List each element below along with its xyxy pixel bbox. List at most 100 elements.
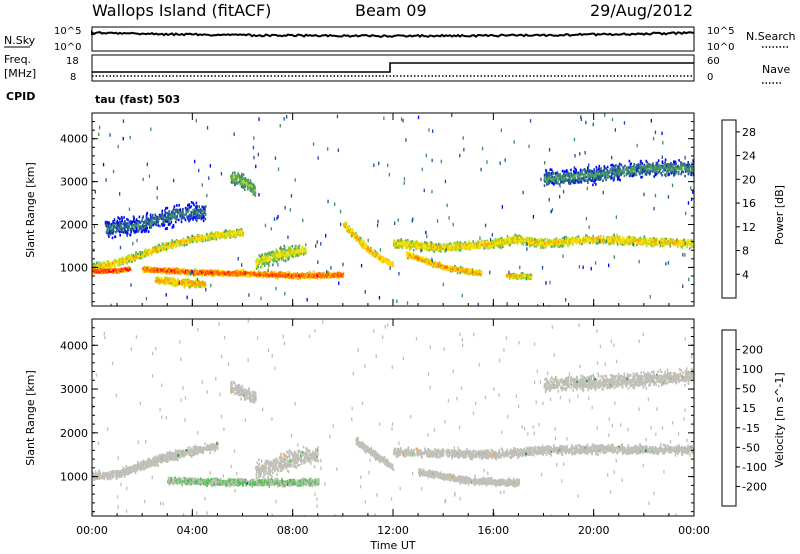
data-cell bbox=[645, 244, 648, 248]
data-cell bbox=[453, 243, 456, 246]
data-cell bbox=[176, 283, 178, 287]
data-cell bbox=[217, 232, 220, 235]
data-cell bbox=[258, 254, 261, 257]
data-cell bbox=[429, 247, 431, 250]
data-cell bbox=[509, 241, 512, 244]
data-cell bbox=[561, 237, 564, 240]
data-cell bbox=[603, 235, 605, 238]
data-cell bbox=[170, 277, 173, 280]
data-cell bbox=[114, 268, 116, 271]
data-cell bbox=[296, 251, 298, 255]
data-cell bbox=[367, 248, 370, 251]
data-cell bbox=[336, 271, 339, 275]
data-cell bbox=[567, 236, 569, 240]
data-cell bbox=[503, 242, 506, 245]
data-cell bbox=[242, 272, 245, 276]
data-cell bbox=[114, 270, 116, 274]
data-cell bbox=[108, 268, 111, 271]
data-cell bbox=[283, 244, 286, 248]
data-cell bbox=[608, 240, 610, 244]
data-cell bbox=[656, 242, 658, 246]
data-cell bbox=[195, 273, 197, 276]
data-cell bbox=[692, 239, 694, 243]
data-cell bbox=[272, 260, 275, 264]
data-cell bbox=[286, 273, 289, 277]
data-cell bbox=[273, 271, 275, 275]
data-cell bbox=[170, 281, 173, 285]
data-cell bbox=[392, 260, 394, 264]
data-cell bbox=[280, 253, 283, 257]
data-cell bbox=[221, 271, 224, 275]
data-cell bbox=[290, 248, 292, 251]
data-cell bbox=[623, 238, 625, 242]
data-cell bbox=[109, 265, 112, 269]
data-cell bbox=[301, 246, 304, 250]
data-cell bbox=[436, 246, 438, 249]
data-cell bbox=[273, 253, 275, 257]
data-cell bbox=[137, 255, 139, 258]
data-cell bbox=[271, 254, 273, 257]
data-cell bbox=[103, 263, 106, 267]
data-cell bbox=[214, 236, 216, 240]
data-cell bbox=[96, 261, 98, 264]
data-cell bbox=[489, 242, 491, 245]
data-cell bbox=[489, 240, 492, 244]
data-cell bbox=[481, 239, 483, 243]
data-cell bbox=[652, 237, 655, 240]
data-cell bbox=[323, 272, 325, 276]
data-cell bbox=[264, 252, 266, 256]
data-cell bbox=[166, 282, 169, 285]
data-cell bbox=[193, 236, 196, 240]
data-cell bbox=[299, 248, 301, 252]
data-cell bbox=[474, 244, 476, 247]
data-cell bbox=[274, 273, 276, 276]
data-cell bbox=[631, 236, 633, 240]
data-cell bbox=[350, 229, 352, 233]
data-cell bbox=[160, 279, 162, 283]
data-cell bbox=[162, 268, 165, 271]
data-cell bbox=[208, 238, 211, 242]
data-cell bbox=[154, 279, 157, 283]
data-cell bbox=[288, 256, 290, 260]
data-cell bbox=[472, 246, 475, 250]
data-cell bbox=[180, 243, 182, 247]
data-cell bbox=[116, 260, 119, 263]
data-cell bbox=[102, 263, 104, 266]
data-cell bbox=[199, 273, 201, 277]
data-cell bbox=[407, 239, 409, 242]
data-cell bbox=[415, 246, 417, 249]
data-cell bbox=[291, 254, 293, 258]
data-cell bbox=[421, 249, 423, 252]
data-cell bbox=[653, 241, 656, 245]
data-cell bbox=[173, 271, 175, 275]
data-cell bbox=[374, 254, 377, 257]
data-cell bbox=[184, 283, 186, 287]
data-cell bbox=[360, 239, 362, 243]
data-cell bbox=[271, 273, 273, 277]
data-cell bbox=[484, 246, 486, 249]
data-cell bbox=[322, 274, 324, 277]
data-cell bbox=[513, 240, 515, 244]
data-cell bbox=[357, 237, 360, 241]
data-cell bbox=[283, 272, 285, 275]
data-cell bbox=[505, 242, 508, 246]
data-cell bbox=[154, 267, 156, 270]
data-cell bbox=[218, 272, 221, 276]
data-cell bbox=[164, 245, 166, 249]
data-cell bbox=[352, 232, 355, 235]
data-cell bbox=[380, 255, 382, 258]
data-cell bbox=[266, 272, 269, 276]
data-cell bbox=[359, 238, 362, 241]
data-cell bbox=[205, 236, 207, 239]
data-cell bbox=[105, 261, 108, 264]
data-cell bbox=[167, 242, 170, 246]
data-cell bbox=[310, 273, 312, 276]
data-cell bbox=[268, 251, 271, 255]
data-cell bbox=[94, 265, 97, 268]
data-cell bbox=[266, 270, 268, 274]
data-cell bbox=[267, 263, 270, 266]
data-cell bbox=[634, 239, 636, 242]
data-cell bbox=[207, 236, 209, 240]
data-cell bbox=[127, 268, 129, 272]
data-cell bbox=[392, 264, 395, 268]
